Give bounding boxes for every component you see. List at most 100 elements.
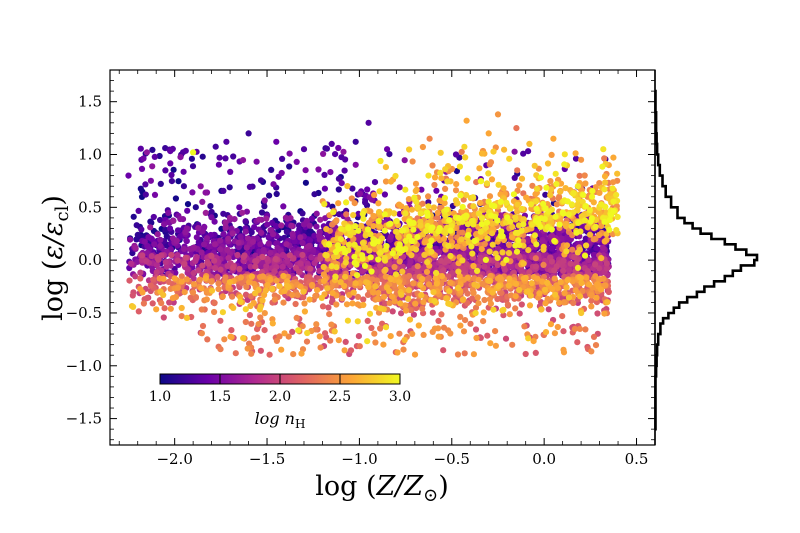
scatter-point <box>255 321 262 328</box>
scatter-point <box>178 304 185 312</box>
scatter-point <box>596 265 603 272</box>
scatter-point <box>434 209 441 216</box>
scatter-point <box>399 268 406 275</box>
scatter-point <box>246 279 253 286</box>
scatter-point <box>534 275 541 282</box>
scatter-point <box>408 206 415 213</box>
scatter-point <box>204 336 211 343</box>
scatter-point <box>187 294 194 301</box>
scatter-point <box>597 286 605 293</box>
scatter-point <box>357 190 364 197</box>
scatter-point <box>365 119 372 126</box>
scatter-point <box>516 182 523 189</box>
scatter-point <box>414 263 421 270</box>
scatter-point <box>487 272 494 280</box>
scatter-point <box>577 274 585 281</box>
scatter-point <box>492 342 499 349</box>
scatter-point <box>557 188 564 195</box>
scatter-point <box>266 351 273 358</box>
scatter-point <box>412 180 420 187</box>
scatter-point <box>335 200 342 207</box>
scatter-point <box>278 169 285 177</box>
scatter-point <box>481 296 488 304</box>
scatter-point <box>215 280 222 287</box>
scatter-point <box>560 257 567 264</box>
scatter-point <box>292 300 299 308</box>
scatter-point <box>461 350 468 357</box>
scatter-point <box>374 295 381 302</box>
scatter-point <box>222 155 229 162</box>
scatter-point <box>300 288 307 295</box>
scatter-point <box>548 245 555 252</box>
scatter-point <box>262 287 269 294</box>
scatter-point <box>242 318 249 326</box>
scatter-point <box>195 239 202 246</box>
scatter-point <box>214 273 221 280</box>
scatter-point <box>556 193 563 200</box>
scatter-point <box>387 233 394 240</box>
scatter-point <box>167 160 174 167</box>
scatter-point <box>160 314 167 321</box>
scatter-point <box>412 300 419 307</box>
scatter-point <box>137 185 144 192</box>
scatter-point <box>588 348 595 355</box>
scatter-point <box>538 306 545 313</box>
scatter-point <box>516 286 523 294</box>
scatter-point <box>321 171 328 178</box>
scatter-point <box>225 255 232 262</box>
scatter-point <box>355 333 362 340</box>
scatter-point <box>183 276 190 283</box>
scatter-point <box>264 221 271 228</box>
scatter-point <box>614 170 621 177</box>
scatter-point <box>147 282 154 289</box>
scatter-point <box>271 296 278 303</box>
scatter-point <box>602 179 609 186</box>
scatter-point <box>309 281 316 289</box>
scatter-point <box>593 294 600 301</box>
scatter-point <box>215 286 222 293</box>
scatter-point <box>297 283 304 290</box>
scatter-point <box>532 255 539 262</box>
scatter-point <box>343 301 351 308</box>
scatter-point <box>602 282 609 289</box>
scatter-point <box>169 295 176 302</box>
scatter-point <box>524 288 531 295</box>
scatter-point <box>312 292 319 300</box>
scatter-point <box>419 305 426 312</box>
scatter-point <box>396 278 403 286</box>
scatter-point <box>168 171 175 179</box>
scatter-point <box>342 156 349 163</box>
scatter-point <box>402 302 409 309</box>
scatter-point <box>341 167 348 174</box>
scatter-point <box>485 130 492 137</box>
scatter-point <box>522 274 529 281</box>
scatter-point <box>500 312 507 319</box>
scatter-point <box>529 182 536 189</box>
scatter-point <box>163 263 170 270</box>
scatter-point <box>266 192 273 199</box>
scatter-point <box>514 208 521 215</box>
scatter-point <box>160 291 167 299</box>
scatter-point <box>143 149 150 156</box>
scatter-point <box>350 289 357 296</box>
scatter-point <box>257 314 264 321</box>
scatter-point <box>459 229 466 236</box>
scatter-point <box>184 207 191 214</box>
scatter-point <box>601 173 609 180</box>
scatter-point <box>453 181 460 188</box>
scatter-point <box>327 337 334 344</box>
scatter-point <box>344 183 351 190</box>
scatter-point <box>261 197 268 204</box>
scatter-point <box>463 117 470 124</box>
scatter-point <box>297 260 304 267</box>
scatter-point <box>435 333 442 340</box>
scatter-point <box>335 337 342 344</box>
scatter-point <box>551 267 558 274</box>
scatter-point <box>433 280 440 287</box>
scatter-point <box>551 275 558 282</box>
scatter-point <box>258 209 266 216</box>
scatter-point <box>455 284 462 291</box>
scatter-point <box>195 267 202 274</box>
scatter-point <box>438 311 445 318</box>
scatter-point <box>273 277 280 284</box>
